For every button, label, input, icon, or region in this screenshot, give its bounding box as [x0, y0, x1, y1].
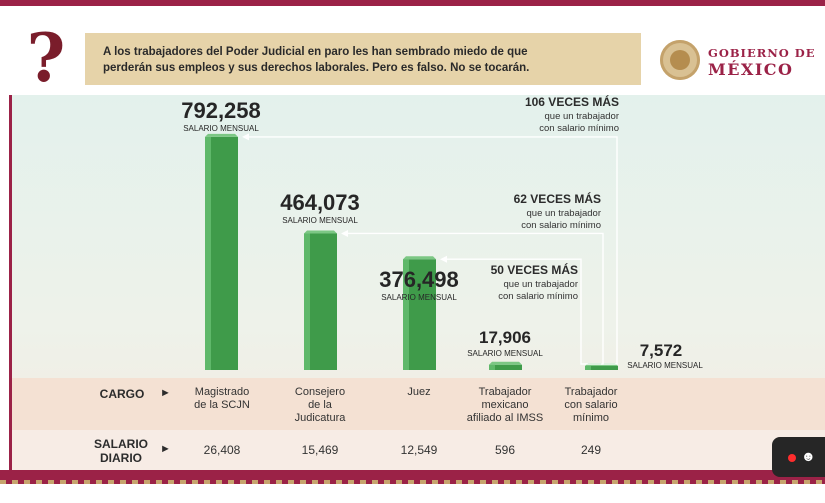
bar-top-face-2: [403, 256, 436, 260]
annotation-arrowhead-1: [341, 229, 348, 237]
user-icon: ☻: [801, 448, 816, 464]
daily-salary-magistrado: 26,408: [203, 443, 241, 457]
annotation-connector-1: [347, 232, 604, 365]
annotation-headline-0: 106 VECES MÁS: [525, 94, 619, 109]
statement-banner: A los trabajadores del Poder Judicial en…: [85, 33, 641, 85]
value-caption-4: SALARIO MENSUAL: [627, 361, 703, 370]
annotation-line2-1: con salario mínimo: [521, 220, 601, 231]
cargo-row-arrow-icon: ►: [160, 387, 171, 399]
annotation-line1-0: que un trabajador: [545, 111, 619, 122]
logo-line-2: MÉXICO: [708, 60, 794, 79]
bar-top-face-1: [304, 230, 337, 234]
bar-highlight-0: [205, 136, 211, 370]
salario-diario-row-band: [12, 430, 825, 470]
category-label-juez: Juez: [407, 386, 431, 398]
annotation-line1-2: que un trabajador: [504, 279, 578, 290]
value-label-2: 376,498: [379, 267, 459, 292]
category-label-magistrado: Magistrado de la SCJN: [194, 386, 250, 411]
value-label-3: 17,906: [479, 328, 531, 347]
panel-left-rule: [9, 95, 12, 478]
value-caption-1: SALARIO MENSUAL: [282, 216, 358, 225]
annotation-connector-2: [446, 258, 601, 365]
bottom-accent-bar: [0, 470, 825, 480]
bar-highlight-1: [304, 233, 310, 370]
bar-4: [585, 366, 618, 370]
national-seal-icon: [660, 40, 700, 80]
value-caption-2: SALARIO MENSUAL: [381, 293, 457, 302]
bar-top-face-3: [489, 361, 522, 365]
annotation-line2-0: con salario mínimo: [539, 123, 619, 134]
bar-highlight-3: [489, 364, 495, 370]
annotation-arrowhead-2: [440, 255, 447, 263]
salario-diario-row-label: SALARIO DIARIO: [94, 437, 148, 465]
logo-line-1: GOBIERNO DE: [708, 46, 816, 60]
annotation-arrowhead-0: [242, 133, 249, 141]
annotation-line1-1: que un trabajador: [527, 208, 601, 219]
daily-salary-salario-minimo: 249: [580, 443, 602, 457]
bottom-ornament-border: [0, 480, 825, 484]
category-label-salario-minimo: Trabajador con salario mínimo: [564, 386, 618, 424]
daily-salary-trabajador-imss: 596: [494, 443, 516, 457]
diario-row-arrow-icon: ►: [160, 443, 171, 455]
value-caption-3: SALARIO MENSUAL: [467, 349, 543, 358]
daily-salary-juez: 12,549: [400, 443, 438, 457]
question-mark-icon: ?: [26, 19, 66, 97]
recording-widget[interactable]: ☻: [772, 437, 825, 477]
annotation-line2-2: con salario mínimo: [498, 291, 578, 302]
category-label-consejero: Consejero de la Judicatura: [294, 386, 346, 424]
bar-top-face-0: [205, 133, 238, 137]
banner-line-2: perderán sus empleos y sus derechos labo…: [103, 62, 530, 74]
value-label-1: 464,073: [280, 190, 360, 215]
cargo-row-label: CARGO: [99, 387, 145, 401]
bar-highlight-4: [585, 366, 591, 370]
record-indicator-icon: [788, 454, 796, 462]
annotation-headline-2: 50 VECES MÁS: [491, 262, 578, 277]
banner-line-1: A los trabajadores del Poder Judicial en…: [103, 46, 528, 58]
annotation-headline-1: 62 VECES MÁS: [514, 191, 601, 206]
value-caption-0: SALARIO MENSUAL: [183, 124, 259, 133]
cargo-row-band: [12, 378, 825, 430]
value-label-0: 792,258: [181, 98, 261, 123]
top-accent-bar: [0, 0, 825, 6]
gobierno-de-mexico-logo: GOBIERNO DE MÉXICO: [660, 40, 815, 84]
bar-3: [489, 364, 522, 370]
annotation-connector-0: [248, 136, 618, 365]
category-label-trabajador-imss: Trabajador mexicano afiliado al IMSS: [466, 386, 544, 424]
bar-highlight-2: [403, 259, 409, 370]
daily-salary-consejero: 15,469: [301, 443, 339, 457]
value-label-4: 7,572: [640, 341, 683, 360]
